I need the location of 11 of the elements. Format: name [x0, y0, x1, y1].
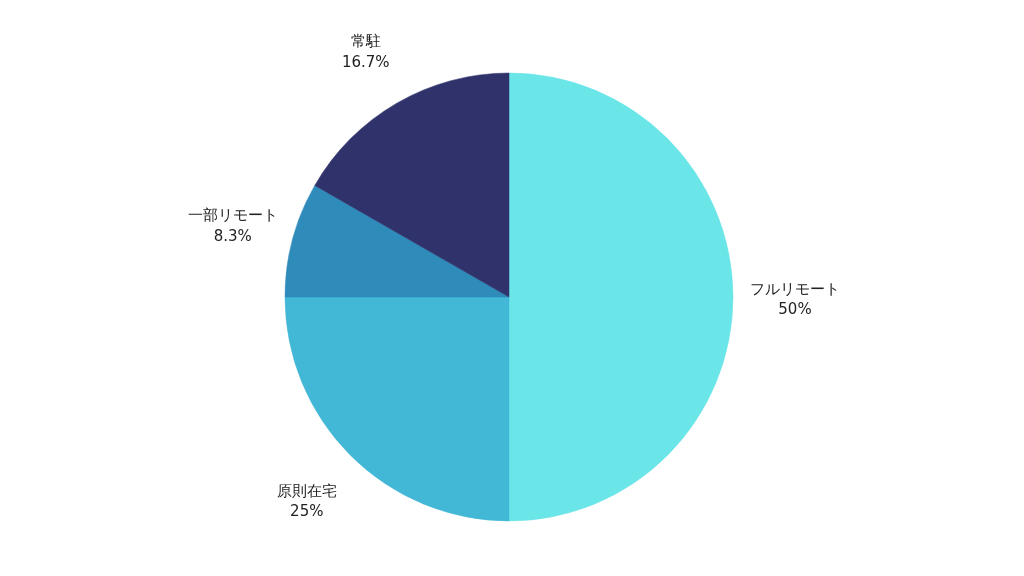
pie-slice: [508, 72, 733, 522]
slice-label: フルリモート: [750, 280, 840, 298]
data-label: 8.3%: [213, 226, 252, 245]
slice-label: 常駐: [350, 32, 381, 51]
slice-label: 原則在宅: [276, 482, 337, 501]
data-label: 50%: [778, 300, 812, 319]
slice-label: 一部リモート: [187, 206, 278, 225]
pie-slice: [284, 185, 510, 298]
pie-slice: [314, 72, 510, 298]
data-label: 25%: [290, 502, 324, 521]
data-label: 16.7%: [341, 52, 390, 71]
